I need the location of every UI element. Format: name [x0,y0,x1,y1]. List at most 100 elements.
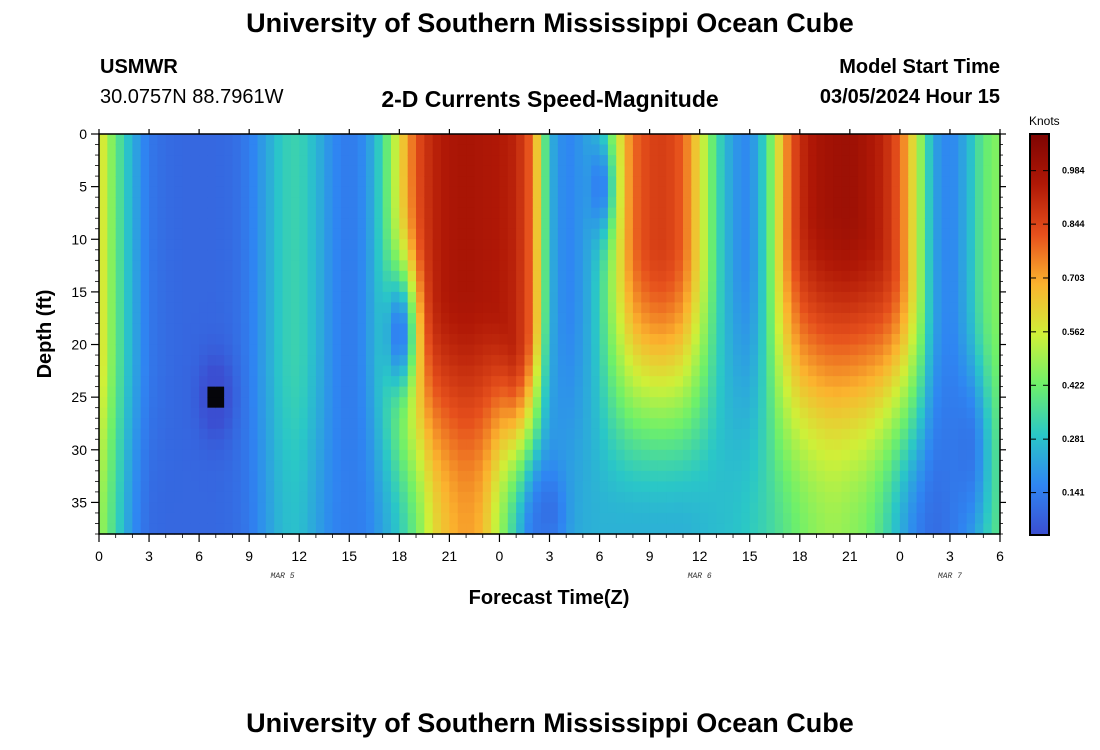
heatmap-cell [974,523,984,535]
heatmap-cell [841,197,851,209]
heatmap-cell [332,323,342,335]
heatmap-cell [324,165,334,177]
heatmap-cell [983,449,993,461]
heatmap-cell [958,186,968,198]
heatmap-cell [766,376,776,388]
heatmap-cell [991,165,1001,177]
heatmap-cell [357,386,367,398]
heatmap-cell [724,249,734,261]
heatmap-cell [190,376,200,388]
heatmap-cell [958,197,968,209]
heatmap-cell [249,239,259,251]
heatmap-cell [265,355,275,367]
heatmap-cell [582,249,592,261]
heatmap-cell [357,165,367,177]
heatmap-cell [507,470,517,482]
heatmap-cell [290,228,300,240]
heatmap-cell [708,386,717,398]
heatmap-cell [799,291,809,304]
heatmap-cell [566,481,576,493]
heatmap-cell [841,176,851,188]
heatmap-cell [507,144,517,156]
heatmap-cell [566,397,576,409]
heatmap-cell [265,470,275,482]
heatmap-cell [165,291,175,304]
heatmap-cell [174,470,184,482]
heatmap-cell [766,512,776,525]
heatmap-cell [841,386,851,398]
heatmap-cell [858,334,868,346]
heatmap-cell [274,239,284,251]
heatmap-cell [924,491,934,504]
heatmap-cell [591,218,601,230]
colorbar: Knots 0.9840.8440.7030.5620.4220.2810.14… [1029,114,1085,536]
heatmap-cell [849,260,859,272]
heatmap-cell [407,355,417,367]
heatmap-cell [140,281,150,293]
heatmap-cell [974,302,984,314]
heatmap-cell [833,397,843,409]
heatmap-cell [199,312,209,325]
heatmap-cell [190,386,200,398]
heatmap-cell [99,302,108,314]
heatmap-cell [249,344,259,356]
heatmap-cell [332,386,342,398]
heatmap-cell [607,365,617,377]
heatmap-cell [199,218,209,230]
heatmap-cells [99,134,1001,535]
heatmap-cell [265,397,275,409]
heatmap-cell [966,302,976,314]
heatmap-cell [616,228,626,240]
heatmap-cell [315,155,325,167]
heatmap-cell [924,344,934,356]
heatmap-cell [766,470,776,482]
heatmap-cell [299,428,309,440]
heatmap-cell [499,218,509,230]
heatmap-cell [991,155,1001,167]
heatmap-cell [916,376,926,388]
heatmap-cell [657,134,667,146]
heatmap-cell [799,355,809,367]
heatmap-cell [616,407,626,419]
heatmap-cell [299,449,309,461]
heatmap-cell [866,165,876,177]
y-axis-title: Depth (ft) [34,290,56,379]
heatmap-cell [224,207,234,219]
heatmap-cell [390,186,400,198]
heatmap-cell [340,323,350,335]
heatmap-cell [582,260,592,272]
heatmap-cell [140,523,150,535]
heatmap-cell [657,291,667,304]
heatmap-cell [791,428,801,440]
heatmap-cell [849,460,859,472]
heatmap-cell [215,302,225,314]
heatmap-cell [974,460,984,472]
heatmap-cell [833,207,843,219]
heatmap-cell [616,144,626,156]
heatmap-cell [941,323,951,335]
heatmap-cell [482,302,492,314]
y-tick-label: 25 [71,389,87,405]
heatmap-cell [541,523,551,535]
heatmap-cell [99,207,108,219]
heatmap-cell [474,376,484,388]
heatmap-cell [324,218,334,230]
heatmap-cell [682,144,692,156]
heatmap-cell [374,176,384,188]
heatmap-cell [315,418,325,430]
heatmap-cell [199,481,209,493]
heatmap-cell [632,512,642,525]
heatmap-cell [582,302,592,314]
heatmap-cell [382,428,392,440]
heatmap-cell [674,197,684,209]
heatmap-cell [858,239,868,251]
heatmap-cell [215,376,225,388]
heatmap-cell [140,218,150,230]
heatmap-cell [724,449,734,461]
heatmap-cell [157,418,167,430]
heatmap-cell [491,270,501,282]
heatmap-cell [174,376,184,388]
heatmap-cell [941,281,951,293]
heatmap-cell [574,281,584,293]
